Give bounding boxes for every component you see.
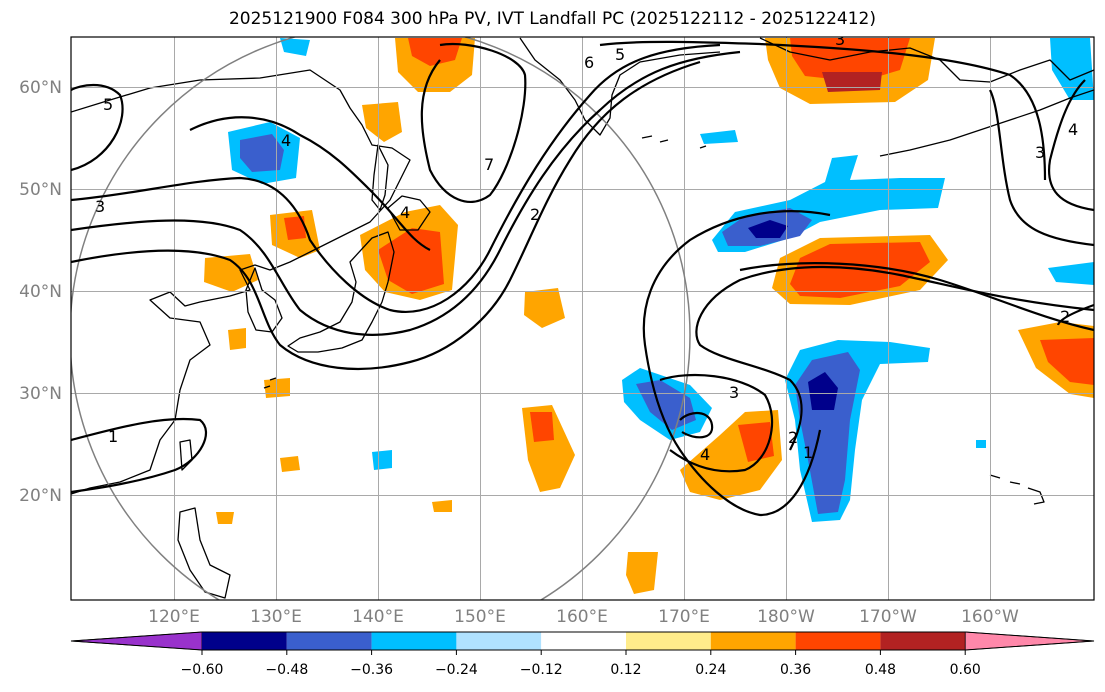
contour-label-group: 5 4 3 1 6 5 7 2 3 4 3 2 1 4 3 2 4 xyxy=(95,30,1078,464)
lat-tick-label: 40°N xyxy=(19,282,62,302)
lon-tick-label: 130°E xyxy=(250,607,302,627)
plot-frame xyxy=(70,36,1095,601)
lon-tick-label: 150°E xyxy=(454,607,506,627)
colorbar-label: −0.60 xyxy=(181,662,224,678)
colorbar-label: −0.12 xyxy=(520,662,563,678)
landfall-radius-circle xyxy=(71,37,691,600)
contour-label: 7 xyxy=(484,155,494,174)
coastlines xyxy=(71,37,1094,599)
lat-tick-label: 20°N xyxy=(19,486,62,506)
colorbar-segment xyxy=(626,632,711,650)
colorbar-segment xyxy=(880,632,966,650)
colorbar-segment xyxy=(286,632,372,650)
contour-label: 4 xyxy=(700,445,710,464)
lon-tick-label: 170°E xyxy=(658,607,710,627)
colorbar-label: 0.48 xyxy=(865,662,896,678)
colorbar-label: −0.24 xyxy=(435,662,478,678)
contour-label: 4 xyxy=(400,203,410,222)
contour-label: 4 xyxy=(1068,120,1078,139)
colorbar-segment xyxy=(371,632,457,650)
ivt-contours xyxy=(71,40,1094,517)
lon-tick-labels: 120°E 130°E 140°E 150°E 160°E 170°E 180°… xyxy=(148,607,1019,627)
contour-label: 1 xyxy=(108,427,118,446)
lon-tick-label: 160°E xyxy=(556,607,608,627)
contour-label: 2 xyxy=(530,205,540,224)
colorbar-label: −0.48 xyxy=(265,662,308,678)
colorbar-extend-high xyxy=(964,631,1095,651)
lon-tick-label: 160°W xyxy=(961,607,1019,627)
colorbar-segment xyxy=(541,632,626,650)
colorbar-ticks xyxy=(201,650,966,655)
colorbar-label: 0.60 xyxy=(950,662,981,678)
lat-tick-label: 30°N xyxy=(19,384,62,404)
colorbar-label: −0.36 xyxy=(350,662,393,678)
lon-tick-label: 170°W xyxy=(859,607,917,627)
contour-label: 3 xyxy=(835,30,845,49)
gridlines xyxy=(71,37,1094,600)
contour-label: 5 xyxy=(615,45,625,64)
map-title: 2025121900 F084 300 hPa PV, IVT Landfall… xyxy=(228,9,876,29)
contour-label: 6 xyxy=(584,53,594,72)
contour-label: 3 xyxy=(1035,143,1045,162)
colorbar-extend-low xyxy=(70,631,203,651)
colorbar-segment xyxy=(710,632,796,650)
lat-tick-label: 50°N xyxy=(19,180,62,200)
colorbar-label: 0.12 xyxy=(610,662,641,678)
contour-label: 2 xyxy=(1060,307,1070,326)
contour-label: 5 xyxy=(103,95,113,114)
contour-label: 2 xyxy=(788,428,798,447)
contour-label: 3 xyxy=(95,197,105,216)
lat-tick-label: 60°N xyxy=(19,78,62,98)
contour-label: 1 xyxy=(803,443,813,462)
colorbar-label: 0.24 xyxy=(695,662,726,678)
colorbar-segment xyxy=(202,632,287,650)
colorbar-segment xyxy=(456,632,542,650)
lon-tick-label: 120°E xyxy=(148,607,200,627)
colorbar: −0.60 −0.48 −0.36 −0.24 −0.12 0.12 0.24 … xyxy=(70,631,1095,678)
contour-label: 3 xyxy=(729,383,739,402)
contour-label: 4 xyxy=(281,131,291,150)
colorbar-label: 0.36 xyxy=(780,662,811,678)
lon-tick-label: 180°W xyxy=(757,607,815,627)
lon-tick-label: 140°E xyxy=(352,607,404,627)
colorbar-segment xyxy=(795,632,881,650)
lat-tick-labels: 60°N 50°N 40°N 30°N 20°N xyxy=(19,78,62,506)
